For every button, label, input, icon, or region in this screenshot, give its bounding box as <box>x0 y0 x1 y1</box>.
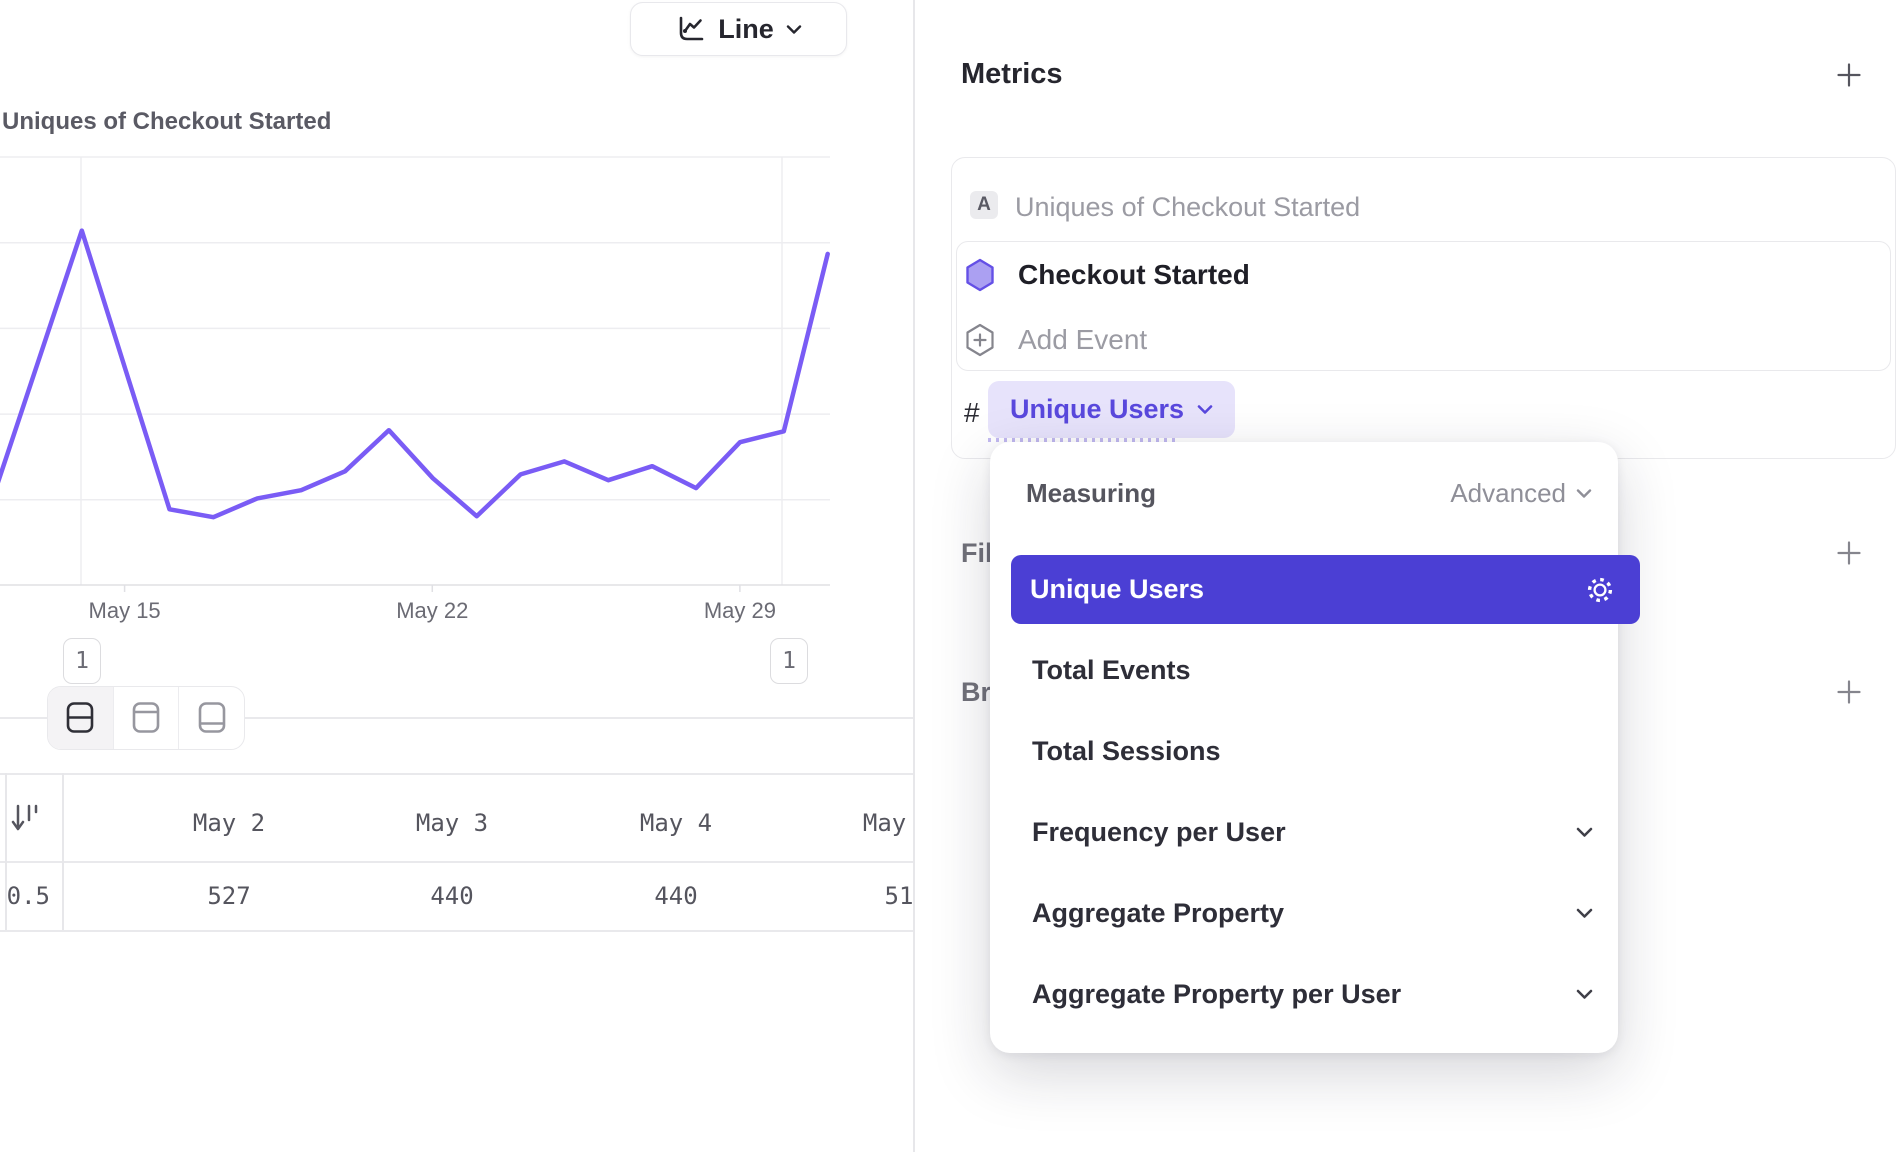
table-header-cell[interactable]: May 4 <box>639 809 713 837</box>
top-panel-view-button[interactable] <box>112 687 179 749</box>
table-header-cell[interactable]: May 3 <box>415 809 489 837</box>
x-axis-label: May 15 <box>88 598 161 623</box>
menu-item-total-sessions[interactable]: Total Sessions <box>1032 729 1593 773</box>
panel-divider <box>913 0 915 1152</box>
advanced-label: Advanced <box>1450 478 1566 508</box>
add-metric-button[interactable] <box>1835 61 1863 89</box>
table-header-cell[interactable]: May 5 <box>862 809 913 837</box>
line-chart[interactable] <box>0 140 830 592</box>
chevron-down-icon <box>1197 405 1213 414</box>
advanced-mode-toggle[interactable]: Advanced <box>1450 478 1592 509</box>
table-cell: 527 <box>207 882 251 910</box>
chevron-down-icon <box>1576 827 1593 837</box>
gear-icon[interactable] <box>1584 574 1616 606</box>
event-hexagon-icon <box>965 258 995 292</box>
add-event-hexagon-icon <box>965 323 995 357</box>
add-breakdown-button[interactable] <box>1835 678 1863 706</box>
menu-item-aggregate-property[interactable]: Aggregate Property <box>1032 891 1593 935</box>
add-event-button[interactable]: Add Event <box>957 310 1890 370</box>
table-cell: 440 <box>654 882 698 910</box>
chevron-down-icon <box>1576 489 1592 498</box>
table-row-label: 0.5 <box>6 882 50 910</box>
add-filter-button[interactable] <box>1835 539 1863 567</box>
chart-title: Uniques of Checkout Started <box>2 108 332 135</box>
measuring-dropdown-menu: Measuring Advanced Unique Users Total Ev… <box>990 442 1640 1053</box>
table-border <box>0 773 913 775</box>
chevron-down-icon <box>1576 989 1593 999</box>
event-row-checkout-started[interactable]: Checkout Started <box>957 245 1890 305</box>
metric-title[interactable]: Uniques of Checkout Started <box>1015 192 1361 222</box>
measurement-value: Unique Users <box>1010 394 1185 424</box>
sort-descending-icon[interactable] <box>10 800 40 841</box>
table-column-divider <box>5 773 7 930</box>
metric-card: A Uniques of Checkout Started Checkout S… <box>951 157 1896 459</box>
chevron-down-icon <box>786 24 802 34</box>
layout-toggle-group <box>47 686 245 750</box>
menu-item-aggregate-property-per-user[interactable]: Aggregate Property per User <box>1032 972 1593 1016</box>
annotation-badge[interactable]: 1 <box>770 638 808 684</box>
bottom-panel-view-button[interactable] <box>178 687 244 749</box>
section-divider <box>0 717 913 719</box>
menu-item-label: Unique Users <box>1030 574 1205 604</box>
event-name: Checkout Started <box>1018 259 1250 290</box>
menu-item-total-events[interactable]: Total Events <box>1032 648 1593 692</box>
numeric-measure-icon: # <box>964 397 980 428</box>
menu-item-label: Aggregate Property per User <box>1032 978 1402 1009</box>
event-card: Checkout Started Add Event <box>956 241 1891 371</box>
chevron-down-icon <box>1576 908 1593 918</box>
table-header-cell[interactable]: May 2 <box>192 809 266 837</box>
table-header-divider <box>0 861 913 863</box>
measurement-dropdown-chip[interactable]: Unique Users <box>988 381 1236 438</box>
table-cell: 51 <box>884 882 913 910</box>
metrics-section-title: Metrics <box>961 58 1063 90</box>
table-cell: 440 <box>430 882 474 910</box>
chip-dotted-underline <box>988 438 1178 442</box>
table-row-divider <box>0 930 913 932</box>
x-axis-label: May 22 <box>396 598 469 623</box>
x-axis-label: May 29 <box>703 598 776 623</box>
metric-letter-badge: A <box>970 191 998 219</box>
add-event-label: Add Event <box>1018 324 1148 355</box>
measuring-label: Measuring <box>1026 478 1157 508</box>
split-view-button[interactable] <box>48 687 113 749</box>
table-column-divider <box>62 773 64 930</box>
menu-item-frequency-per-user[interactable]: Frequency per User <box>1032 810 1593 854</box>
annotation-badge[interactable]: 1 <box>63 638 101 684</box>
chart-panel: Line Uniques of Checkout Started May 15 M… <box>0 0 913 1152</box>
menu-item-label: Aggregate Property <box>1032 897 1285 928</box>
menu-item-unique-users-selected[interactable]: Unique Users <box>1011 555 1640 624</box>
menu-item-label: Total Events <box>1032 654 1191 685</box>
chart-type-button[interactable]: Line <box>630 2 847 56</box>
chart-type-label: Line <box>718 13 774 44</box>
menu-item-label: Frequency per User <box>1032 816 1286 847</box>
line-chart-icon <box>675 14 706 45</box>
menu-item-label: Total Sessions <box>1032 735 1221 766</box>
